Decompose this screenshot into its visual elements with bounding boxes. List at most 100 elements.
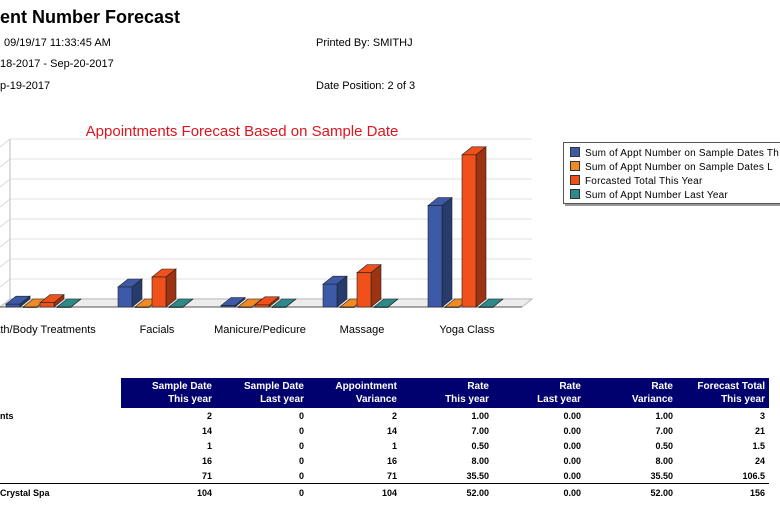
row-label <box>0 453 121 468</box>
date-range: 18-2017 - Sep-20-2017 <box>0 58 114 70</box>
table-cell: 2 <box>206 410 212 421</box>
table-cell: 0.00 <box>563 470 581 481</box>
table-cell: 106.5 <box>742 470 765 481</box>
chart-category-labels: ath/Body Treatments Facials Manicure/Pedic… <box>0 324 495 336</box>
bar-front <box>22 306 38 308</box>
gridline-depth <box>0 178 11 188</box>
bar-side <box>441 196 453 308</box>
forecast-table: Sample Date This year Sample Date Last yea… <box>0 378 769 501</box>
bar-front <box>134 306 150 308</box>
bar-front <box>117 286 133 308</box>
sample-date: p-19-2017 <box>0 80 51 92</box>
table-cell: 35.50 <box>650 470 673 481</box>
bar <box>322 275 348 308</box>
bar-front <box>356 272 372 308</box>
table-cell: 0.50 <box>471 440 489 451</box>
bar-front <box>461 154 477 308</box>
table-cell: 1.5 <box>752 440 765 451</box>
table-cell: 35.50 <box>466 470 489 481</box>
legend-item: Sum of Appt Number on Sample Dates Th <box>570 147 779 159</box>
legend-swatch <box>570 189 580 199</box>
bar-front <box>39 302 55 308</box>
table-header-row: Sample Date This year Sample Date Last yea… <box>0 378 769 408</box>
table-cell: 71 <box>386 470 397 481</box>
table-cell: 0.00 <box>563 425 581 436</box>
total-cell: 0.00 <box>493 483 585 501</box>
table-cell: 0 <box>298 410 304 421</box>
printed-by: Printed By: SMITHJ <box>316 37 413 49</box>
total-cell: 104 <box>121 483 216 501</box>
table-cell: 3 <box>759 410 765 421</box>
chart-legend: Sum of Appt Number on Sample Dates Th Su… <box>563 142 780 204</box>
bar <box>39 294 65 308</box>
gridline-depth <box>0 198 11 208</box>
row-label <box>0 438 121 453</box>
row-label <box>0 423 121 438</box>
table-cell: 0.00 <box>563 440 581 451</box>
forecast-chart: Appointments Forecast Based on Sample Da… <box>0 123 534 336</box>
bar-front <box>427 205 443 308</box>
table-cell: 0 <box>298 470 304 481</box>
legend-swatch <box>570 161 580 171</box>
legend-label: Forcasted Total This Year <box>585 176 703 187</box>
table-cell: 1.00 <box>655 410 673 421</box>
x-tick-label: Manicure/Pedicure <box>214 324 306 336</box>
legend-item: Forcasted Total This Year <box>570 175 702 187</box>
bar-side <box>492 298 504 308</box>
bar-front <box>444 306 460 308</box>
bar-front <box>5 303 21 308</box>
bar-front <box>271 306 287 308</box>
bar-front <box>168 306 184 308</box>
bar <box>220 296 246 308</box>
table-total-row: Crystal Spa 104 0 104 52.00 0.00 52.00 1… <box>0 483 769 501</box>
total-cell: 104 <box>308 483 401 501</box>
legend-swatch <box>570 175 580 185</box>
table-cell: 8.00 <box>655 455 673 466</box>
gridline-depth <box>0 238 11 248</box>
bar-side <box>475 146 487 308</box>
gridline-depth <box>0 278 11 288</box>
table-cell: 16 <box>201 455 212 466</box>
bar <box>254 296 280 308</box>
bar-front <box>237 306 253 308</box>
bar <box>427 196 453 308</box>
bar-side <box>285 298 297 308</box>
run-date: 09/19/17 11:33:45 AM <box>4 37 111 49</box>
bar <box>373 298 399 308</box>
bar-front <box>373 306 389 308</box>
header-rate-last-year: Rate Last year <box>493 378 585 408</box>
total-cell: 52.00 <box>585 483 677 501</box>
row-label <box>0 468 121 484</box>
bar-front <box>254 304 270 308</box>
table-cell: 0 <box>298 455 304 466</box>
total-cell: 0 <box>216 483 308 501</box>
legend-swatch <box>570 147 580 157</box>
table-cell: 1 <box>206 440 212 451</box>
x-tick-label: ath/Body Treatments <box>0 324 96 336</box>
table-cell: 0.00 <box>563 455 581 466</box>
table-cell: 21 <box>754 425 765 436</box>
bar-front <box>322 283 338 308</box>
header-sample-this-year: Sample Date This year <box>121 378 216 408</box>
table-cell: 16 <box>386 455 397 466</box>
legend-label: Sum of Appt Number Last Year <box>585 190 728 201</box>
report-title: ent Number Forecast <box>0 7 181 27</box>
table-cell: 0.00 <box>563 410 581 421</box>
bar <box>56 298 82 308</box>
x-tick-label: Yoga Class <box>439 324 495 336</box>
legend-item: Sum of Appt Number on Sample Dates L <box>570 161 773 173</box>
table-row: 71 0 71 35.50 0.00 35.50 106.5 <box>0 468 769 484</box>
table-cell: 7.00 <box>471 425 489 436</box>
bar-front <box>478 306 494 308</box>
gridline-depth <box>0 258 11 268</box>
bar-front <box>220 305 236 308</box>
row-label: nts <box>0 410 14 421</box>
bar-side <box>182 298 194 308</box>
chart-bars <box>5 146 504 308</box>
bar-front <box>56 306 72 308</box>
table-row: 1 0 1 0.50 0.00 0.50 1.5 <box>0 438 769 453</box>
chart-title: Appointments Forecast Based on Sample Da… <box>86 123 399 140</box>
bar <box>478 298 504 308</box>
bar <box>461 146 487 308</box>
table-cell: 1 <box>391 440 397 451</box>
